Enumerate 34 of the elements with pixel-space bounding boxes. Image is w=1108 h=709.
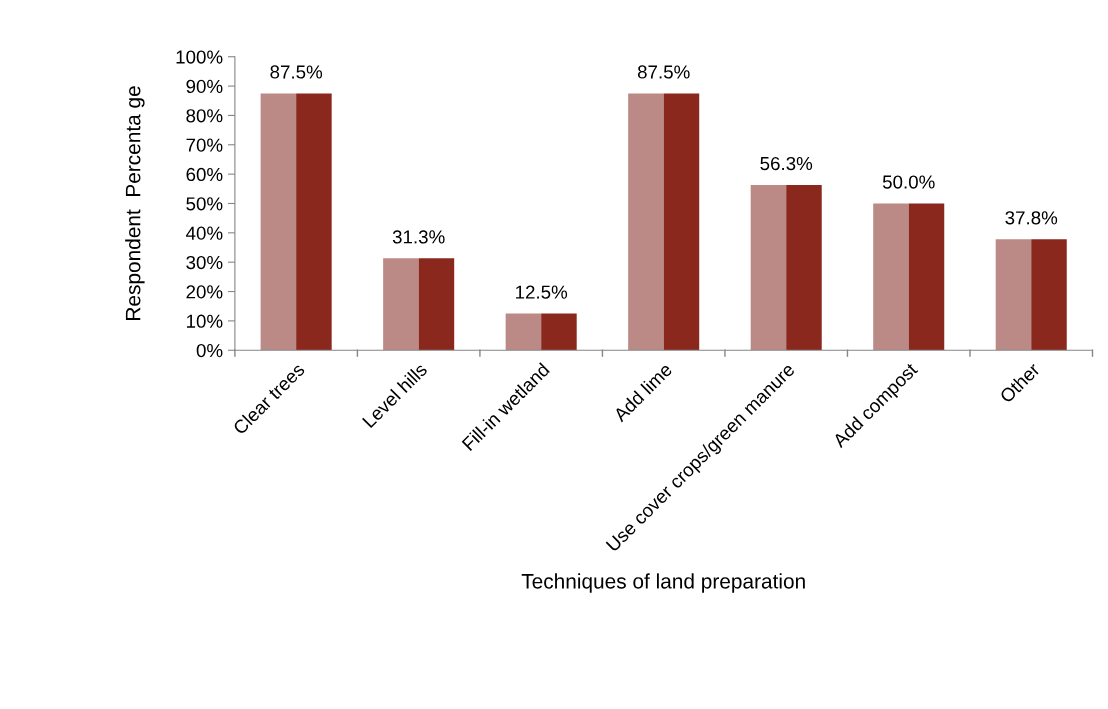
x-axis-title: Techniques of land preparation xyxy=(521,573,805,593)
y-tick-label: 80% xyxy=(186,109,223,123)
y-tick-label: 10% xyxy=(186,314,223,328)
bar xyxy=(505,313,542,351)
bar xyxy=(541,313,577,351)
bar xyxy=(873,203,909,351)
bar xyxy=(663,93,700,351)
bar xyxy=(383,258,419,351)
y-tick-label: 100% xyxy=(176,50,223,64)
bar xyxy=(628,93,664,351)
data-label: 37.8% xyxy=(1005,211,1058,225)
y-tick-label: 40% xyxy=(185,226,223,240)
y-tick-label: 30% xyxy=(186,255,223,270)
data-label: 56.3% xyxy=(760,156,813,171)
bar xyxy=(750,184,787,351)
y-axis-title: Respondent Percenta ge xyxy=(125,86,145,320)
y-tick-label: 60% xyxy=(186,167,223,182)
data-label: 87.5% xyxy=(270,65,323,79)
data-label: 31.3% xyxy=(392,230,445,244)
bar xyxy=(908,203,945,351)
y-tick-label: 50% xyxy=(186,197,223,211)
bar xyxy=(995,239,1032,351)
bar xyxy=(1031,239,1067,351)
y-tick-label: 20% xyxy=(186,285,223,299)
y-tick-label: 90% xyxy=(186,79,223,94)
y-tick-label: 0% xyxy=(196,343,223,358)
y-tick-label: 70% xyxy=(186,138,223,152)
bar xyxy=(296,93,332,351)
bar xyxy=(786,184,822,351)
data-label: 87.5% xyxy=(637,65,690,79)
data-label: 12.5% xyxy=(516,285,568,299)
bar xyxy=(260,93,297,351)
data-label: 50.0% xyxy=(882,175,935,189)
bar xyxy=(418,258,455,351)
